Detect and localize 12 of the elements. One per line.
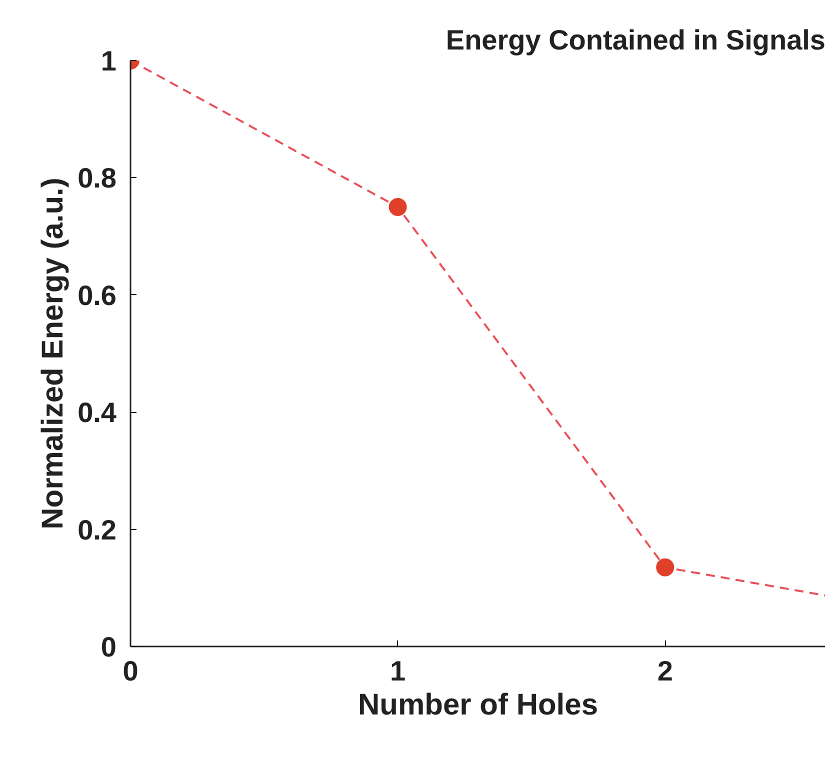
y-tick-label: 0.4 — [78, 397, 117, 428]
chart-title: Energy Contained in Signals — [446, 24, 825, 56]
y-tick-label: 0.2 — [78, 514, 117, 546]
x-tick-label: 1 — [390, 656, 406, 686]
y-tick-label: 1 — [100, 46, 117, 76]
x-tick-label: 0 — [122, 656, 138, 686]
y-axis-title: Normalized Energy (a.u.) — [36, 178, 70, 530]
x-tick-label: 2 — [657, 656, 673, 686]
y-tick-label: 0 — [100, 632, 117, 662]
y-tick-label: 0.8 — [78, 162, 117, 194]
x-axis-title: Number of Holes — [358, 688, 598, 722]
y-tick-label: 0.6 — [78, 280, 117, 311]
